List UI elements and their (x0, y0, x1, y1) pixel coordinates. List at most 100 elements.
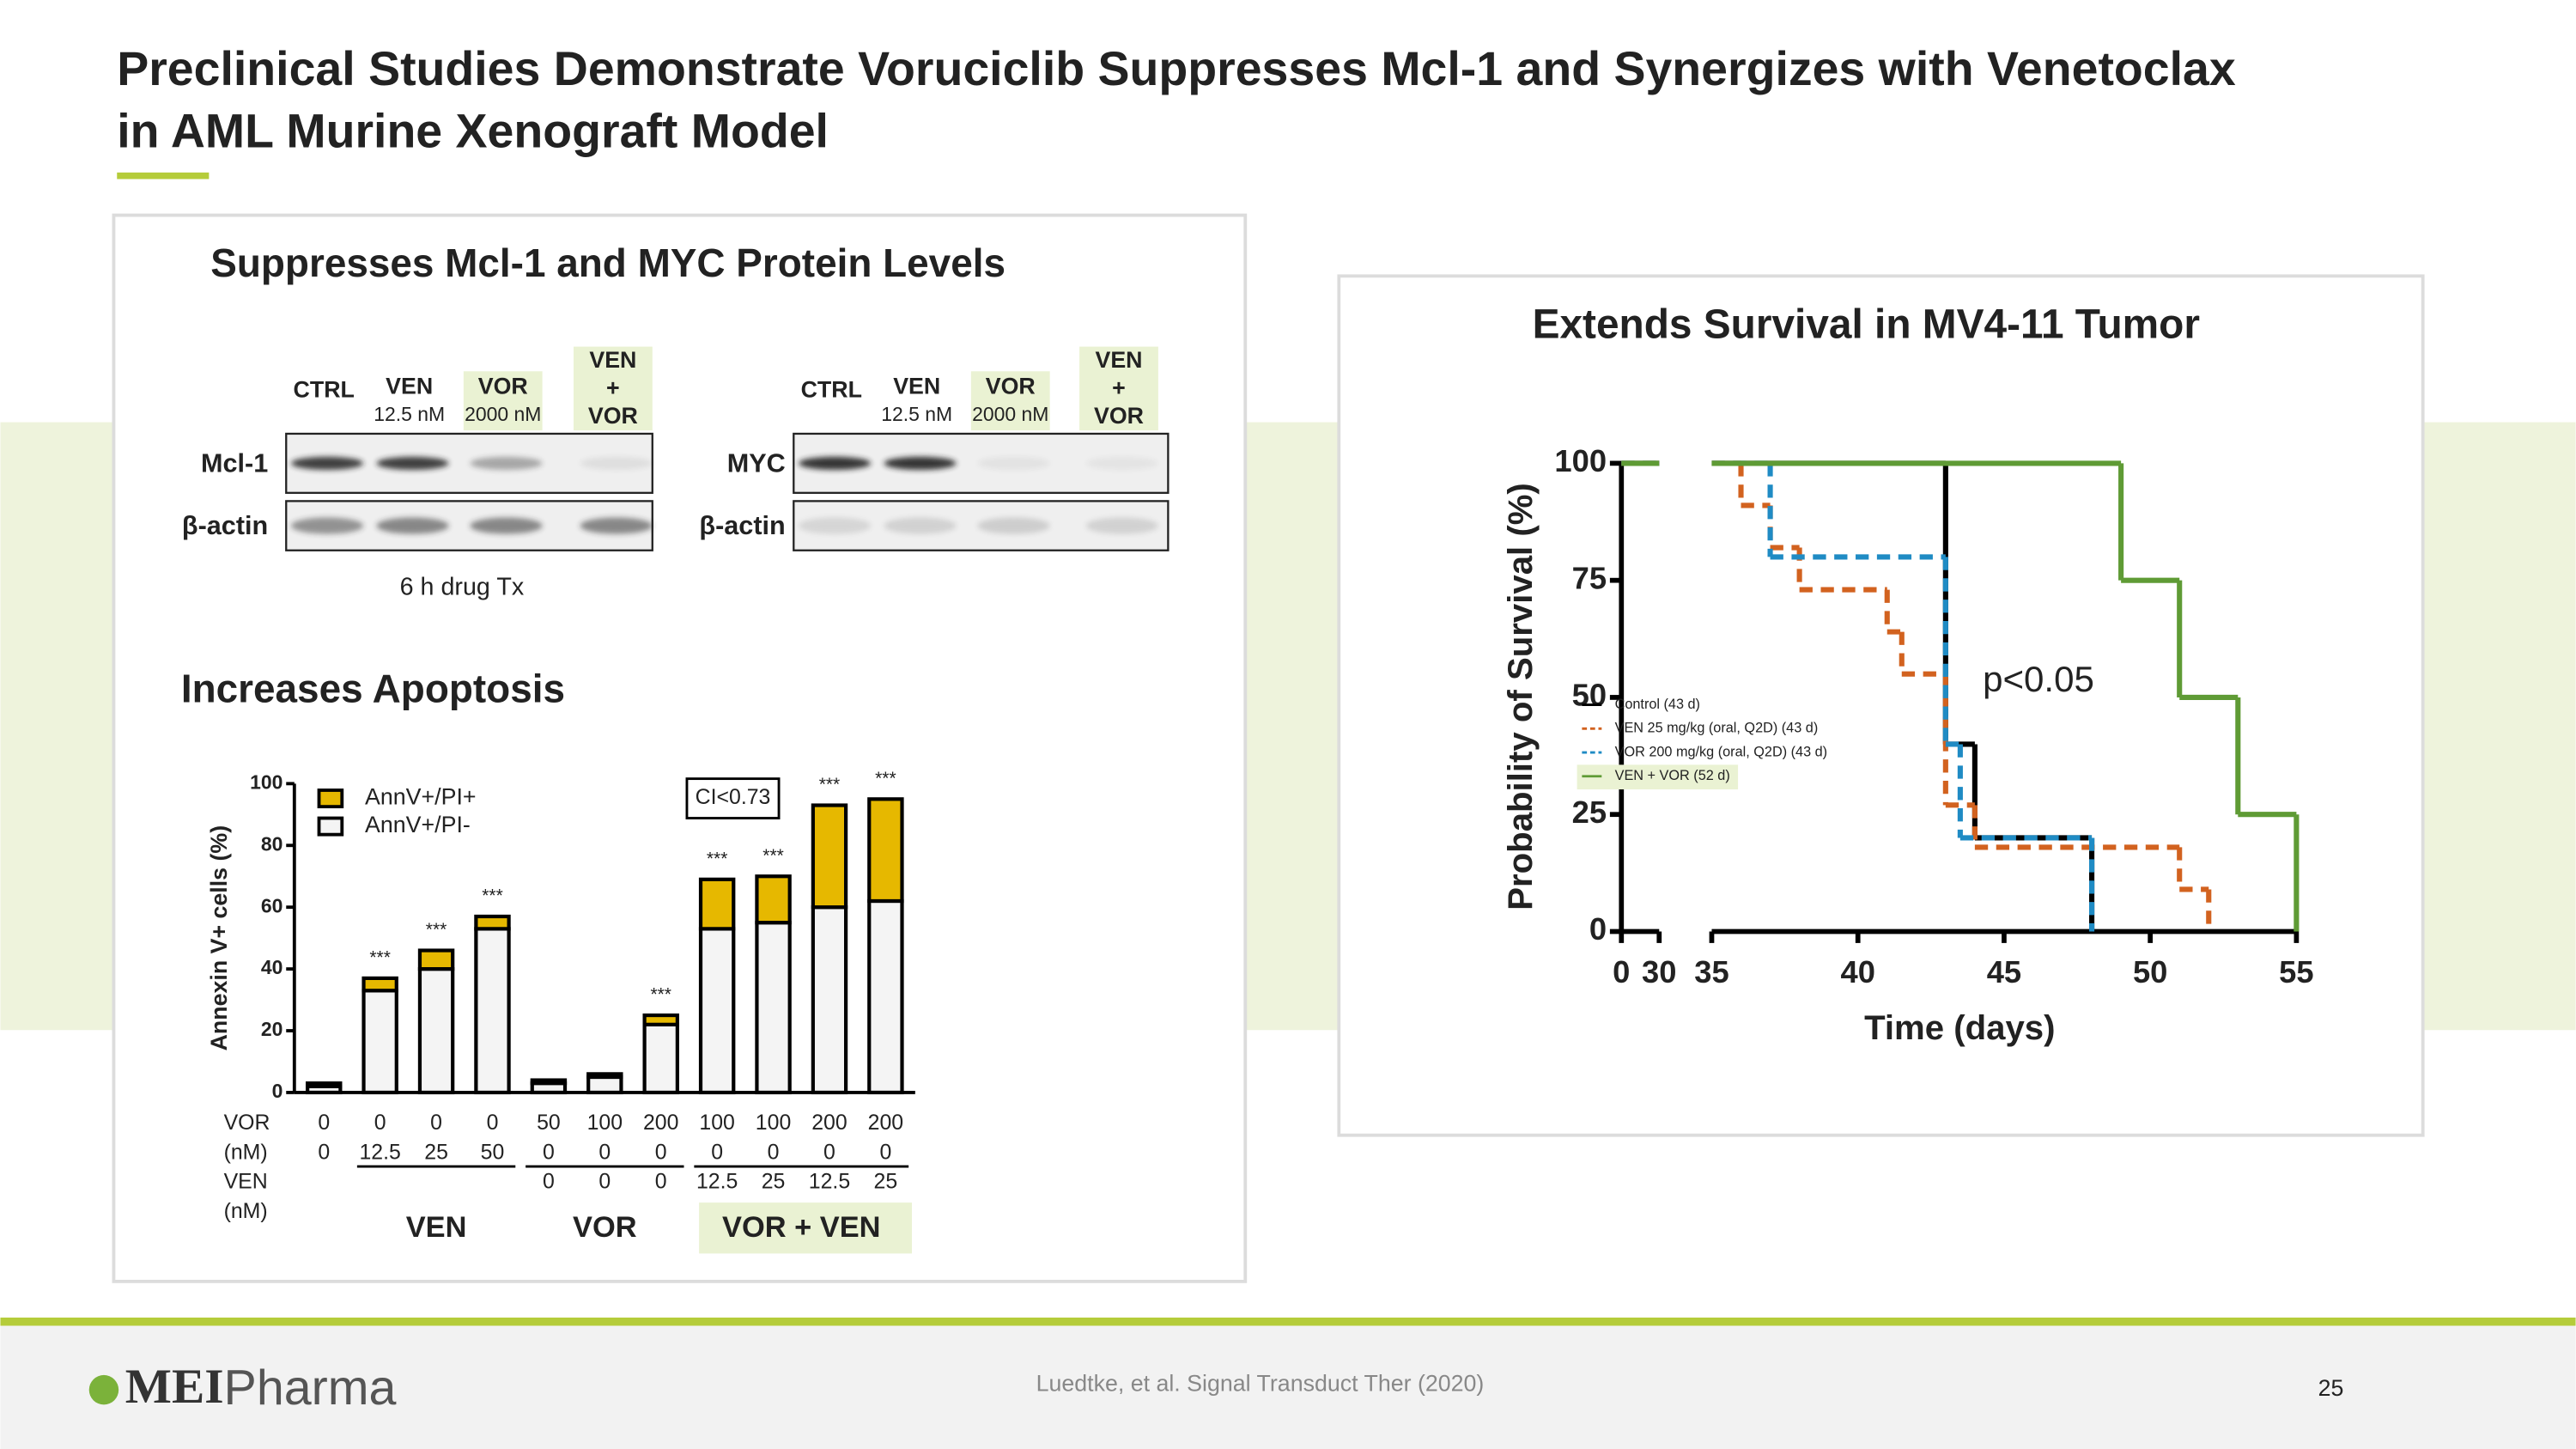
annotation: CI<0.73 (696, 785, 771, 809)
blot-band (977, 517, 1050, 534)
lane-label: 2000 nM (465, 403, 541, 425)
survival-step (1899, 631, 1946, 677)
y-tick-label: 80 (261, 832, 283, 855)
x-tick-label: 12.5 (809, 1170, 850, 1194)
y-tick-label: 25 (1572, 795, 1607, 830)
blot-band (1085, 517, 1158, 534)
bar-segment (361, 976, 398, 993)
bar-segment (642, 1022, 679, 1095)
x-tick-label: 0 (655, 1170, 667, 1194)
lane-label: VEN (893, 373, 940, 399)
slide-title: in AML Murine Xenograft Model (117, 104, 829, 157)
row-label: VOR (224, 1111, 270, 1135)
annotation-box (685, 777, 781, 819)
x-tick-label: 0 (374, 1111, 386, 1135)
blot-band (290, 456, 364, 471)
row-label: (nM) (224, 1140, 268, 1164)
x-tick-label: 25 (762, 1170, 786, 1194)
y-tick-label: 60 (261, 894, 283, 916)
bar-segment (586, 1075, 623, 1095)
legend-label: VOR 200 mg/kg (oral, Q2D) (43 d) (1615, 744, 1827, 759)
x-axis-label: Time (days) (1864, 1008, 2055, 1047)
footer-rule (0, 1317, 2576, 1326)
x-tick-label: 45 (1987, 954, 2021, 989)
lane-label: + (606, 374, 620, 400)
lane-label: CTRL (294, 376, 355, 402)
citation: Luedtke, et al. Signal Transduct Ther (2… (1036, 1370, 1485, 1396)
row-label: MYC (727, 448, 786, 478)
bar-segment (474, 914, 511, 931)
blot-band (376, 517, 449, 534)
legend-highlight (1577, 764, 1739, 790)
x-tick-label: 0 (430, 1111, 442, 1135)
x-tick-label: 0 (598, 1140, 611, 1164)
x-tick-label: 0 (318, 1140, 330, 1164)
lane-highlight (970, 371, 1050, 431)
bar-segment (811, 905, 848, 1095)
x-tick-label: 12.5 (696, 1170, 738, 1194)
lane-label: VOR (478, 373, 528, 399)
x-tick-label: 0 (598, 1170, 611, 1194)
blot-title: Suppresses Mcl-1 and MYC Protein Levels (210, 240, 1005, 285)
legend-label: VEN + VOR (52 d) (1615, 768, 1730, 783)
significance: *** (707, 849, 728, 868)
blot-band (884, 456, 957, 471)
bar-segment (417, 967, 455, 1095)
x-tick-label: 30 (1642, 954, 1676, 989)
logo-mark (88, 1374, 119, 1405)
blot-band (884, 517, 957, 534)
x-tick-label: 0 (487, 1111, 499, 1135)
accent (117, 172, 210, 180)
x-tick-label: 200 (868, 1111, 903, 1135)
x-tick-label: 100 (756, 1111, 791, 1135)
blot-band (470, 456, 543, 471)
lane-label: 12.5 nM (881, 403, 952, 425)
x-tick-label: 25 (424, 1140, 448, 1164)
chart-title: Extends Survival in MV4-11 Tumor (1533, 301, 2200, 347)
bar-segment (306, 1081, 343, 1088)
survival-step (1767, 463, 1946, 560)
x-tick-label: 100 (587, 1111, 623, 1135)
survival-step (1884, 589, 1902, 635)
lane-label: VEN (589, 347, 636, 373)
survival-step (1971, 805, 2180, 850)
survival-step (2118, 463, 2180, 583)
bar-segment (642, 1013, 679, 1026)
x-tick-label: 200 (643, 1111, 678, 1135)
row-label: β-actin (699, 511, 785, 540)
x-tick-label: 0 (711, 1140, 723, 1164)
y-tick-label: 40 (261, 956, 283, 978)
blot-band (290, 517, 364, 534)
survival-step (2235, 697, 2297, 818)
x-tick-label: 0 (543, 1170, 555, 1194)
lane-label: VEN (1095, 347, 1142, 373)
x-tick-label: 0 (318, 1111, 330, 1135)
x-tick-label: 0 (879, 1140, 891, 1164)
significance: *** (426, 920, 447, 940)
x-tick-label: 12.5 (359, 1140, 400, 1164)
bar-segment (867, 797, 904, 904)
significance: *** (369, 948, 391, 968)
footer (0, 1325, 2576, 1449)
bar-segment (361, 989, 398, 1095)
lane-label: VEN (386, 373, 433, 399)
survival-step (2177, 847, 2209, 892)
x-tick-label: 0 (823, 1140, 835, 1164)
x-tick-label: 50 (2133, 954, 2167, 989)
legend-swatch (317, 788, 344, 809)
y-tick-label: 20 (261, 1018, 283, 1040)
group-label: VEN (406, 1211, 467, 1244)
significance: *** (875, 769, 896, 788)
legend-swatch (317, 816, 344, 837)
lane-label: CTRL (801, 376, 862, 402)
bar-segment (755, 874, 792, 925)
y-tick-label: 50 (1572, 678, 1607, 713)
bar-segment (867, 898, 904, 1095)
blot-band (1085, 456, 1158, 471)
lane-label: VOR (588, 403, 638, 429)
x-tick-label: 0 (655, 1140, 667, 1164)
x-tick-label: 0 (1613, 954, 1630, 989)
logo-bold: MEI (125, 1360, 224, 1414)
x-tick-label: 35 (1694, 954, 1728, 989)
